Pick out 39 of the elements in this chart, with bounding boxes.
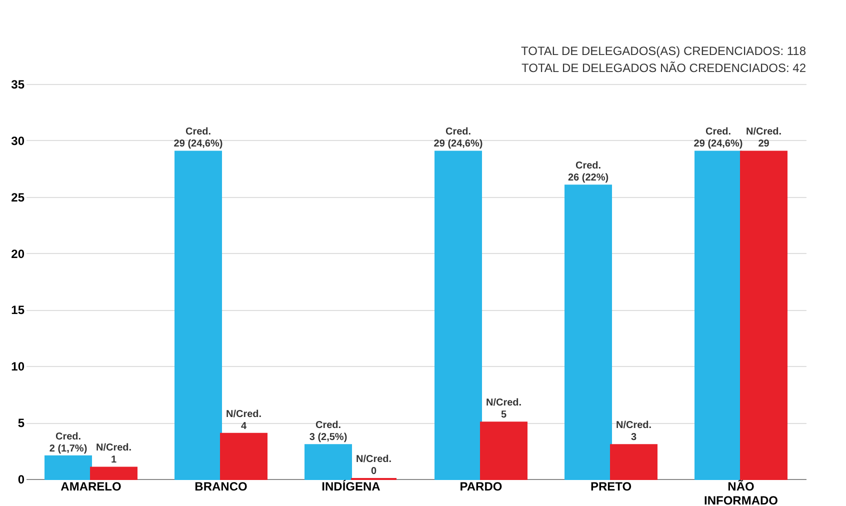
bar — [694, 150, 742, 480]
data-label: N/Cred. 4 — [226, 408, 262, 432]
x-tick-label: NÃO INFORMADO — [704, 480, 778, 506]
bar — [740, 150, 788, 480]
y-tick-label: 10 — [11, 360, 25, 374]
y-tick-label: 30 — [11, 134, 25, 148]
data-label: Cred. 29 (24,6%) — [434, 126, 483, 150]
x-tick-label: PRETO — [590, 480, 632, 494]
x-tick-label: BRANCO — [194, 480, 248, 494]
text: TOTAL DE DELEGADOS NÃO CREDENCIADOS: 42 — [521, 61, 806, 75]
bar — [564, 184, 612, 480]
bar — [610, 444, 658, 480]
y-tick-label: 5 — [18, 416, 25, 430]
data-label: Cred. 26 (22%) — [568, 160, 609, 184]
x-tick-label: AMARELO — [60, 480, 122, 494]
data-label: Cred. 29 (24,6%) — [694, 126, 743, 150]
y-tick-label: 15 — [11, 303, 25, 318]
bar — [174, 150, 222, 480]
bar — [434, 150, 482, 480]
bar — [480, 422, 528, 480]
data-label: N/Cred. 0 — [356, 454, 392, 477]
bar — [304, 444, 352, 480]
data-label: N/Cred. 29 — [746, 126, 782, 150]
bar — [90, 466, 138, 480]
y-tick-label: 20 — [11, 246, 25, 261]
data-label: Cred. 2 (1,7%) — [49, 431, 88, 454]
bar — [44, 455, 92, 480]
data-label: N/Cred. 3 — [616, 420, 652, 444]
text: TOTAL DE DELEGADOS(AS) CREDENCIADOS: 118 — [521, 44, 806, 58]
data-label: N/Cred. 1 — [96, 442, 132, 466]
y-tick-label: 25 — [11, 190, 25, 204]
x-tick-label: INDÍGENA — [322, 480, 381, 494]
x-tick-label: PARDO — [460, 480, 502, 494]
data-label: Cred. 3 (2,5%) — [309, 420, 348, 444]
bar — [220, 432, 268, 480]
y-tick-label: 0 — [18, 472, 25, 486]
data-label: Cred. 29 (24,6%) — [174, 126, 223, 150]
data-label: N/Cred. 5 — [486, 398, 522, 421]
y-tick-label: 35 — [11, 78, 25, 92]
